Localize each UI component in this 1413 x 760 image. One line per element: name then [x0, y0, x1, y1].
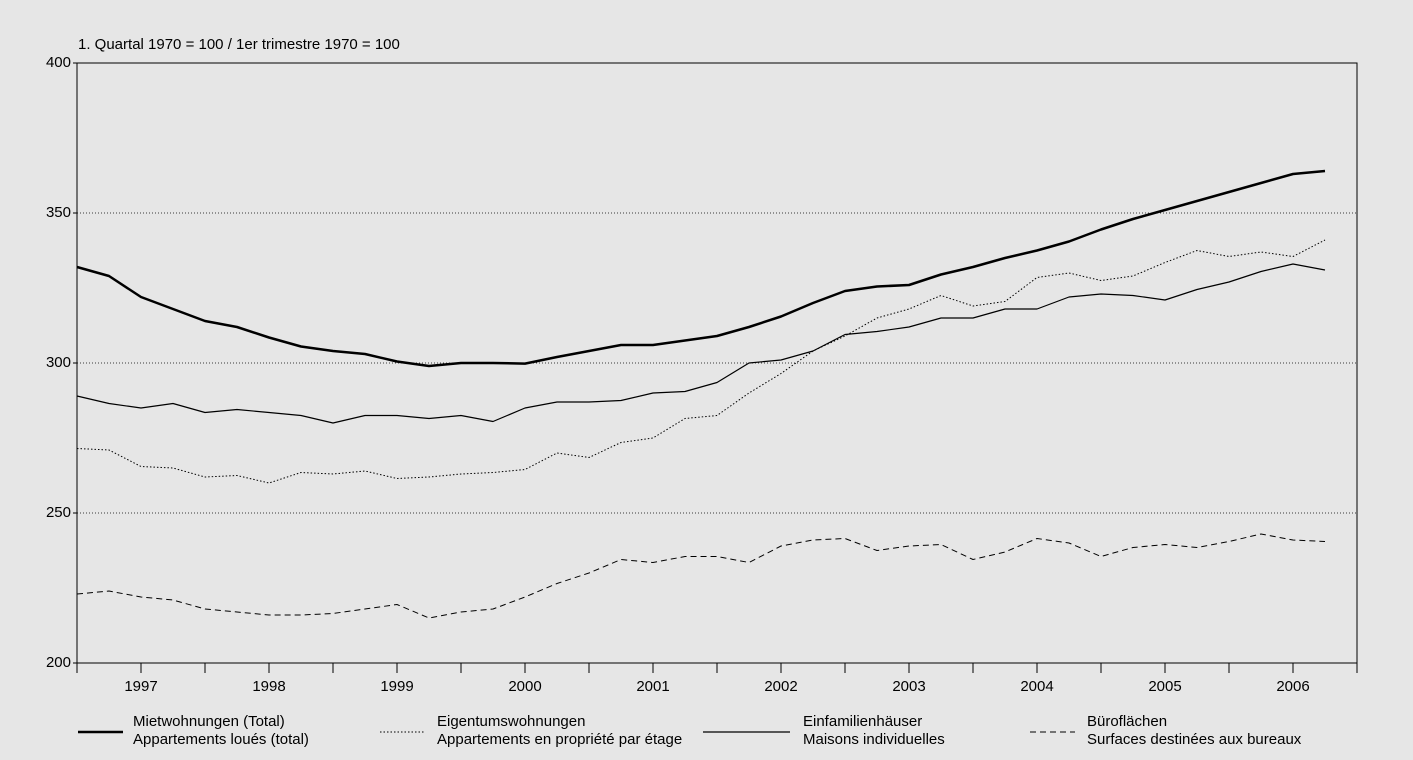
x-tick-label: 1999	[380, 678, 413, 695]
y-tick-label: 250	[46, 504, 71, 521]
legend-label: Surfaces destinées aux bureaux	[1087, 731, 1302, 748]
x-tick-label: 2005	[1148, 678, 1181, 695]
y-tick-label: 300	[46, 354, 71, 371]
x-tick-label: 2002	[764, 678, 797, 695]
x-tick-label: 2004	[1020, 678, 1053, 695]
legend-label: Eigentumswohnungen	[437, 713, 585, 730]
legend-label: Maisons individuelles	[803, 731, 945, 748]
y-tick-label: 400	[46, 54, 71, 71]
legend-label: Einfamilienhäuser	[803, 713, 922, 730]
legend-label: Appartements en propriété par étage	[437, 731, 682, 748]
series-line	[76, 533, 1326, 619]
y-tick-label: 350	[46, 204, 71, 221]
legend-label: Mietwohnungen (Total)	[133, 713, 285, 730]
y-tick-label: 200	[46, 654, 71, 671]
x-tick-label: 1998	[252, 678, 285, 695]
x-tick-label: 2006	[1276, 678, 1309, 695]
series-line	[76, 263, 1326, 424]
legend-label: Büroflächen	[1087, 713, 1167, 730]
series-line	[76, 169, 1326, 368]
x-tick-label: 2000	[508, 678, 541, 695]
chart-subtitle: 1. Quartal 1970 = 100 / 1er trimestre 19…	[78, 36, 400, 53]
x-tick-label: 1997	[124, 678, 157, 695]
legend-label: Appartements loués (total)	[133, 731, 309, 748]
x-tick-label: 2001	[636, 678, 669, 695]
x-tick-label: 2003	[892, 678, 925, 695]
